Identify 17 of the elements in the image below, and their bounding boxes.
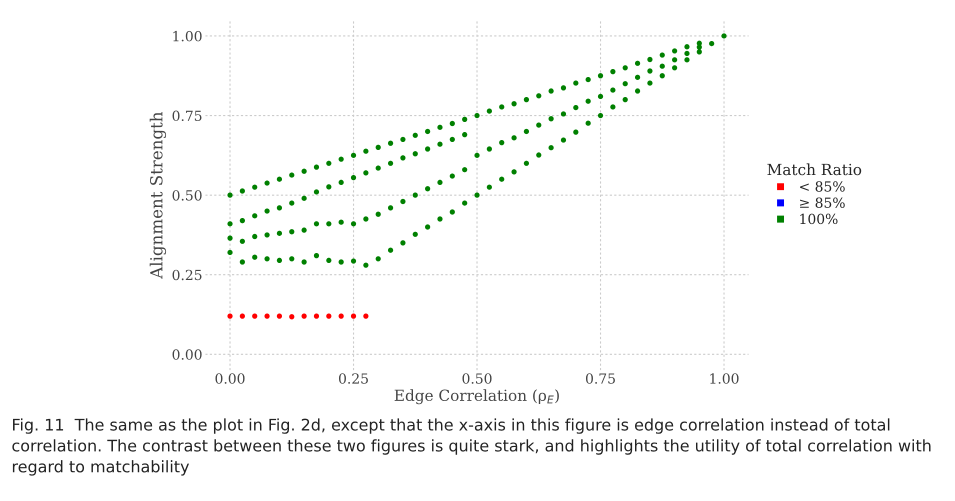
y-tick-label: 1.00 — [173, 30, 202, 42]
legend-label: 100% — [800, 214, 838, 224]
legend-title: Match Ratio — [767, 163, 862, 176]
y-axis-title: Alignment Strength — [150, 112, 166, 279]
x-tick-label: 0.00 — [215, 373, 245, 384]
x-tick-label: 0.25 — [338, 373, 368, 384]
x-axis-title: Edge Correlation (ρ$_{E}$) — [394, 389, 559, 404]
x-tick-label: 0.50 — [462, 373, 492, 384]
y-tick-label: 0.00 — [172, 349, 202, 360]
x-tick-label: 1.00 — [710, 373, 739, 384]
caption: Fig. 11 The same as the plot in Fig. 2d, except that the x-axis in this figure is edge correlation instead of total correlation. The contrast between these two figures is quite stark, and highlights the utility of total correlation with regard to matchability — [12, 418, 931, 476]
y-tick-label: 0.75 — [172, 110, 202, 122]
x-tick-label: 0.75 — [586, 373, 615, 384]
legend-label: ≥ 85% — [800, 197, 845, 208]
y-tick-label: 0.50 — [172, 190, 202, 201]
y-tick-label: 0.25 — [172, 270, 202, 280]
legend-label: < 85% — [800, 181, 845, 192]
